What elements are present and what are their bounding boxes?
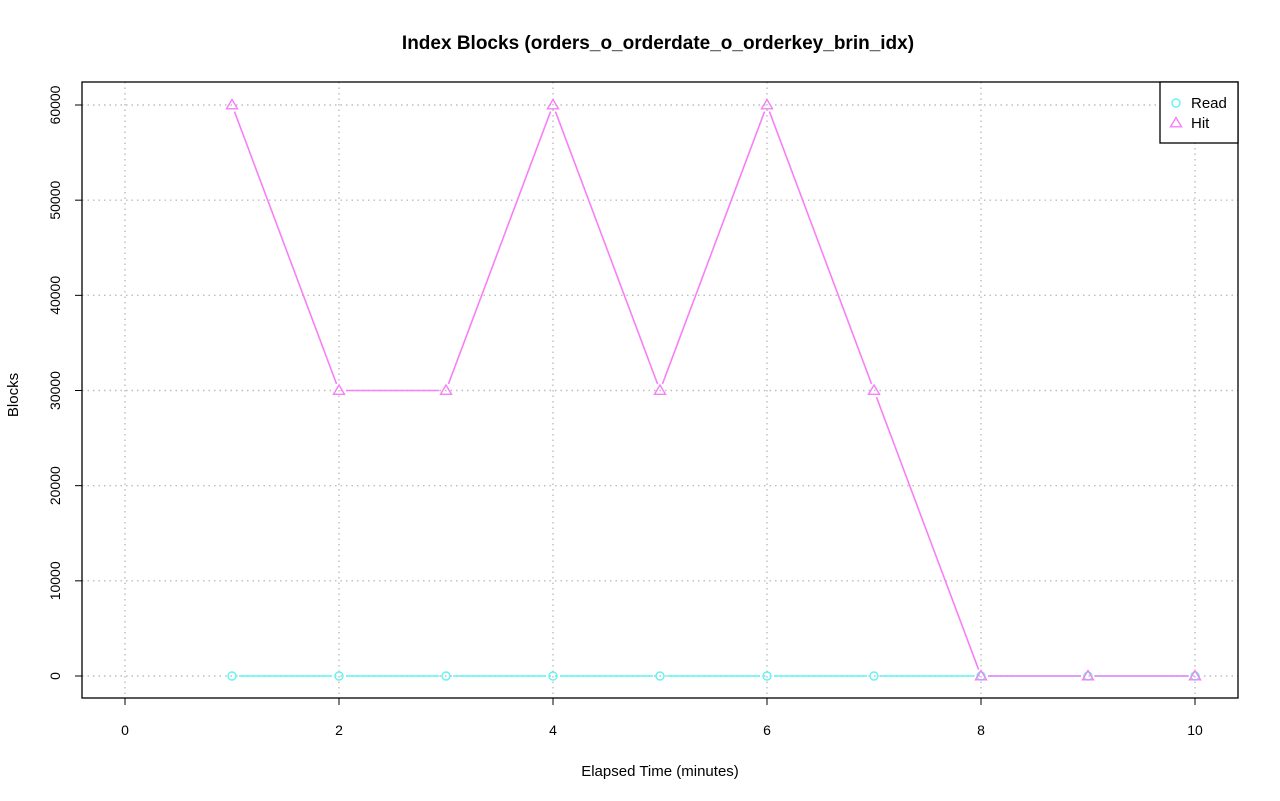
data-point [546, 98, 560, 110]
y-tick-label: 10000 [47, 561, 63, 600]
data-point [869, 671, 879, 681]
series-layer [225, 98, 1202, 681]
x-tick-label: 4 [549, 722, 557, 738]
legend-box [1159, 81, 1239, 144]
data-point [762, 671, 772, 681]
chart-title: Index Blocks (orders_o_orderdate_o_order… [402, 33, 914, 54]
y-tick-label: 40000 [47, 276, 63, 315]
legend-marker [1169, 116, 1183, 128]
data-point [1081, 669, 1095, 681]
series-segment [233, 111, 338, 385]
data-point [974, 669, 988, 681]
x-axis-label: Elapsed Time (minutes) [581, 763, 739, 780]
data-point [439, 383, 453, 396]
x-tick-label: 10 [1187, 722, 1203, 738]
data-point [548, 671, 558, 681]
x-tick-label: 8 [977, 722, 985, 738]
data-point [332, 383, 346, 396]
data-point [655, 671, 665, 681]
series-segment [875, 396, 980, 670]
data-point [441, 671, 451, 681]
data-point [227, 671, 237, 681]
y-tick-label: 0 [47, 672, 63, 680]
y-tick-label: 60000 [47, 85, 63, 124]
series-segment [554, 111, 659, 385]
data-point [1188, 669, 1202, 681]
series-hit [225, 98, 1202, 681]
grid [82, 82, 1238, 698]
y-tick-label: 20000 [47, 466, 63, 505]
data-point [653, 383, 667, 396]
series-segment [447, 111, 552, 385]
y-axis-label: Blocks [5, 373, 22, 417]
axes: 0 2 4 6 8 10 0 10000 20000 30000 40000 50000 60000 [47, 85, 1203, 738]
x-tick-label: 6 [763, 722, 771, 738]
series-segment [768, 111, 873, 385]
series-segment [661, 111, 766, 385]
legend-marker [1171, 98, 1181, 108]
data-point [760, 98, 774, 110]
x-tick-label: 0 [121, 722, 129, 738]
data-point [225, 98, 239, 110]
y-tick-label: 30000 [47, 371, 63, 410]
data-point [867, 383, 881, 396]
legend-label: Hit [1191, 115, 1210, 132]
x-tick-label: 2 [335, 722, 343, 738]
data-point [334, 671, 344, 681]
legend: Read Hit [1159, 81, 1239, 144]
y-tick-label: 50000 [47, 180, 63, 219]
legend-label: Read [1191, 95, 1227, 112]
